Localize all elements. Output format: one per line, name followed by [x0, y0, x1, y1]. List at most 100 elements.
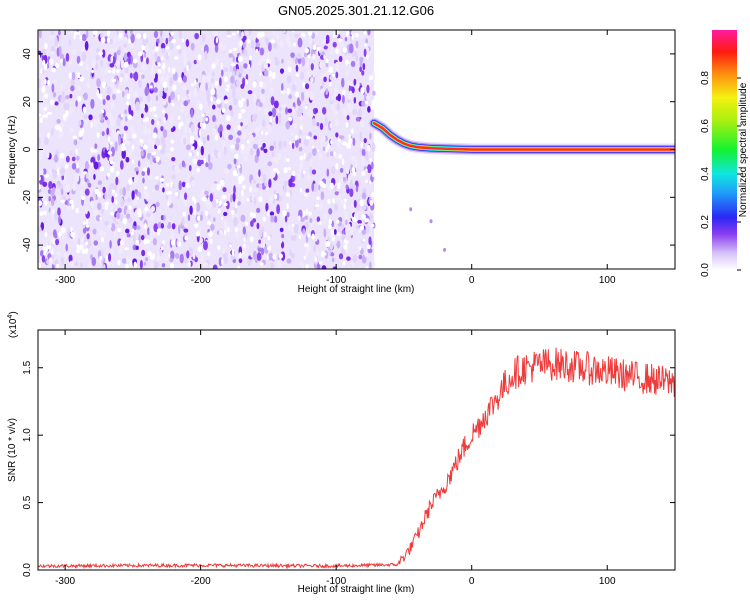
noise-speck: [258, 239, 262, 244]
noise-speck: [217, 151, 222, 159]
noise-speck: [279, 227, 284, 232]
noise-speck: [361, 192, 367, 200]
noise-speck: [365, 38, 368, 45]
noise-speck: [85, 174, 89, 179]
noise-speck: [362, 254, 365, 264]
noise-speck: [140, 222, 145, 231]
noise-gap: [324, 252, 327, 256]
noise-gap: [105, 255, 108, 262]
noise-speck: [96, 78, 101, 87]
noise-gap: [190, 83, 194, 87]
noise-speck: [260, 146, 265, 151]
noise-speck: [323, 228, 327, 238]
noise-speck: [309, 91, 315, 101]
noise-speck: [204, 190, 209, 195]
noise-gap: [142, 118, 146, 123]
noise-gap: [214, 80, 219, 87]
noise-speck: [362, 62, 366, 71]
noise-gap: [142, 32, 147, 40]
noise-speck: [162, 129, 168, 138]
noise-gap: [351, 216, 357, 222]
noise-gap: [162, 62, 166, 70]
noise-speck: [169, 115, 174, 124]
noise-gap: [219, 179, 225, 186]
noise-speck: [334, 109, 339, 116]
y-tick-label: 0: [22, 146, 33, 152]
noise-speck: [69, 56, 72, 66]
noise-speck: [220, 69, 224, 77]
noise-speck: [312, 69, 316, 78]
noise-speck: [86, 82, 91, 90]
noise-speck: [284, 215, 288, 223]
x-tick-label: -300: [55, 275, 75, 286]
noise-speck: [174, 253, 180, 259]
snr-y-ticks: 0.0 0.5 1.0 1.5: [22, 360, 675, 577]
noise-gap: [370, 104, 375, 111]
snr-y-label: SNR (10 * v/v): [7, 418, 18, 482]
noise-gap: [170, 181, 173, 188]
noise-gap: [116, 89, 121, 94]
noise-gap: [307, 31, 313, 37]
noise-speck: [116, 49, 121, 56]
noise-gap: [321, 183, 327, 189]
noise-speck: [267, 123, 272, 133]
noise-speck: [247, 143, 252, 150]
noise-speck: [129, 30, 133, 36]
noise-speck: [281, 82, 284, 92]
noise-gap: [327, 198, 331, 205]
noise-speck: [93, 173, 96, 180]
noise-speck: [205, 82, 208, 91]
noise-speck: [51, 83, 55, 93]
snr-panel: -300 -200 -100 0 100 0.0 0.5 1.0 1.5 Height of …: [7, 311, 676, 595]
noise-speck: [184, 257, 188, 264]
noise-speck: [161, 47, 165, 54]
noise-gap: [163, 116, 166, 123]
noise-gap: [267, 235, 271, 241]
noise-speck: [109, 48, 115, 53]
noise-speck: [235, 79, 240, 87]
noise-speck: [149, 214, 154, 221]
noise-gap: [270, 39, 276, 44]
noise-speck: [274, 56, 278, 62]
noise-speck: [84, 160, 90, 171]
noise-speck: [228, 53, 234, 58]
noise-speck: [287, 108, 293, 114]
noise-speck: [73, 261, 79, 267]
noise-speck: [110, 146, 115, 157]
noise-speck: [126, 140, 132, 146]
noise-speck: [115, 60, 121, 69]
noise-speck: [363, 48, 367, 57]
noise-speck: [307, 70, 311, 80]
noise-speck: [353, 96, 357, 104]
noise-speck: [140, 32, 144, 40]
noise-gap: [337, 182, 341, 190]
noise-gap: [60, 58, 63, 64]
snr-multiplier-base: (x10: [8, 318, 19, 338]
noise-gap: [38, 113, 42, 117]
noise-speck: [208, 202, 213, 209]
noise-speck: [204, 50, 208, 61]
y-tick-label: 0.0: [22, 563, 33, 577]
noise-gap: [346, 60, 350, 65]
noise-speck: [318, 152, 323, 160]
noise-speck: [124, 30, 128, 34]
noise-gap: [178, 122, 181, 130]
noise-gap: [307, 232, 311, 238]
noise-speck: [310, 63, 314, 71]
noise-speck: [51, 128, 54, 136]
noise-speck: [60, 188, 64, 196]
noise-speck: [359, 118, 365, 128]
noise-speck: [342, 176, 347, 182]
noise-speck: [277, 153, 282, 160]
noise-speck: [337, 93, 342, 102]
noise-speck: [286, 75, 292, 84]
noise-speck: [122, 187, 127, 197]
noise-speck: [190, 42, 195, 51]
noise-speck: [356, 79, 360, 89]
noise-gap: [138, 51, 143, 57]
noise-speck: [120, 120, 124, 128]
noise-speck: [160, 42, 166, 50]
noise-speck: [282, 103, 287, 109]
noise-speck: [353, 199, 357, 208]
noise-speck: [316, 216, 321, 223]
